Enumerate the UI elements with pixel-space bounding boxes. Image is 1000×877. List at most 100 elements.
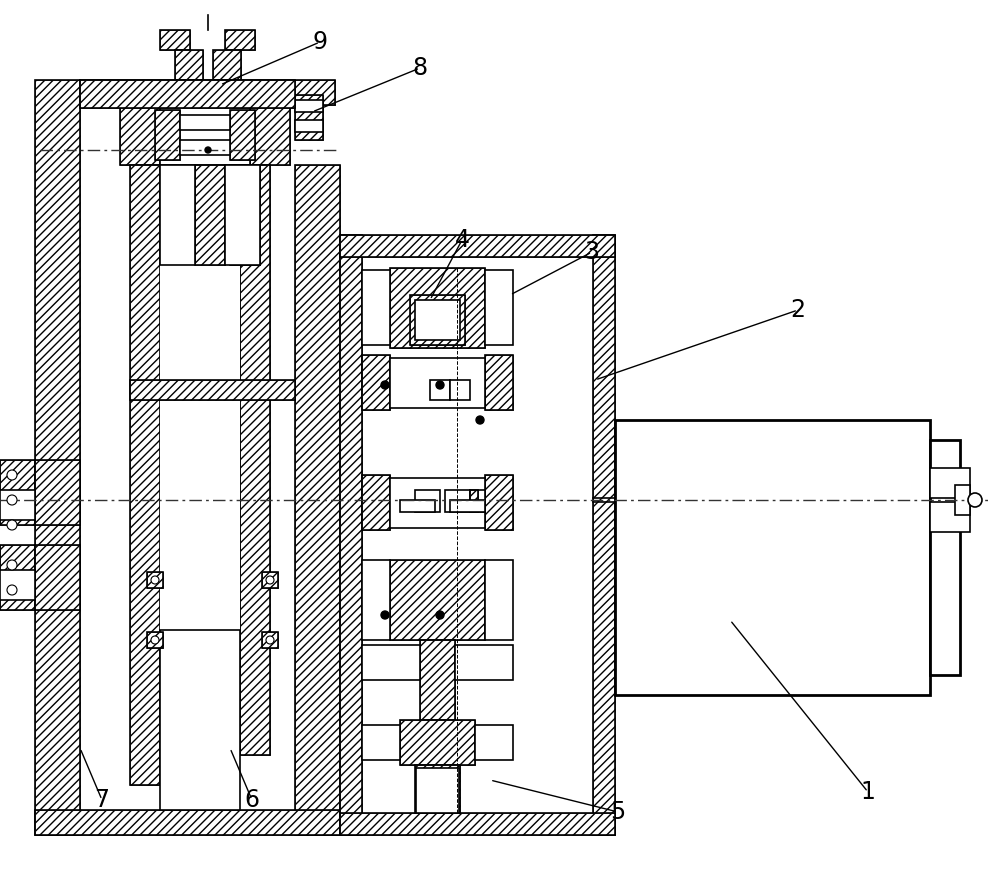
Bar [80,80,335,105]
Circle shape [7,560,17,570]
Circle shape [476,416,484,424]
Bar [230,165,260,265]
Text: 1: 1 [861,780,875,804]
Circle shape [381,381,389,389]
Bar [295,165,340,835]
Circle shape [381,611,389,619]
Bar [362,475,390,530]
Bar [147,572,163,588]
Bar [35,810,340,835]
Text: 7: 7 [94,788,110,812]
Bar [180,115,230,130]
Bar [340,235,615,257]
Bar [410,295,465,345]
Bar [415,765,460,813]
Bar [0,545,35,610]
Bar [250,105,290,165]
Bar [930,440,960,675]
Bar [175,50,203,80]
Bar [470,490,478,512]
Circle shape [151,636,159,644]
Bar [195,165,225,265]
Bar [213,50,241,80]
Bar [400,720,475,765]
Bar [160,105,250,165]
Bar [340,235,615,257]
Bar [230,110,255,160]
Bar [593,235,615,835]
Circle shape [151,576,159,584]
Bar [225,30,255,50]
Bar [416,768,459,813]
Bar [362,355,390,410]
Bar [445,490,470,512]
Bar [430,380,450,400]
Bar [35,545,80,610]
Bar [955,485,970,515]
Text: 4: 4 [454,228,470,252]
Bar [362,270,390,345]
Bar [450,500,485,512]
Bar [147,572,163,588]
Bar [160,30,190,50]
Bar [485,355,513,410]
Circle shape [7,470,17,480]
Bar [120,105,160,165]
Bar [160,30,190,50]
Bar [155,110,180,160]
Text: 5: 5 [610,800,626,824]
Bar [420,640,455,720]
Bar [362,725,400,760]
Text: 9: 9 [312,30,328,54]
Circle shape [7,495,17,505]
Bar [35,545,80,610]
Text: 3: 3 [584,240,600,264]
Bar [120,105,160,165]
Bar [362,645,420,680]
Bar [160,630,240,810]
Circle shape [266,636,274,644]
Bar [930,502,970,532]
Bar [180,140,230,155]
Bar [340,235,362,835]
Bar [615,420,930,695]
Bar [225,30,255,50]
Bar [147,632,163,648]
Bar [485,475,513,530]
Bar [262,632,278,648]
Bar [390,560,485,640]
Bar [35,810,340,835]
Bar [475,725,513,760]
Bar [295,100,323,112]
Bar [80,80,335,105]
Bar [593,235,615,835]
Bar [147,632,163,648]
Bar [130,380,295,400]
Bar [295,120,323,132]
Bar [340,813,615,835]
Bar [362,355,390,410]
Bar [0,570,35,600]
Bar [415,765,460,813]
Bar [390,358,485,408]
Bar [213,50,241,80]
Circle shape [7,585,17,595]
Text: 2: 2 [790,298,806,322]
Bar [240,165,270,755]
Bar [155,110,180,160]
Bar [295,95,323,140]
Bar [415,300,460,340]
Bar [262,572,278,588]
Bar [400,720,475,765]
Bar [0,490,35,520]
Bar [80,80,295,108]
Circle shape [266,576,274,584]
Circle shape [205,147,211,153]
Bar [130,165,160,785]
Circle shape [7,520,17,530]
Bar [230,165,260,265]
Bar [225,165,260,265]
Bar [485,475,513,530]
Circle shape [436,611,444,619]
Bar [160,165,195,265]
